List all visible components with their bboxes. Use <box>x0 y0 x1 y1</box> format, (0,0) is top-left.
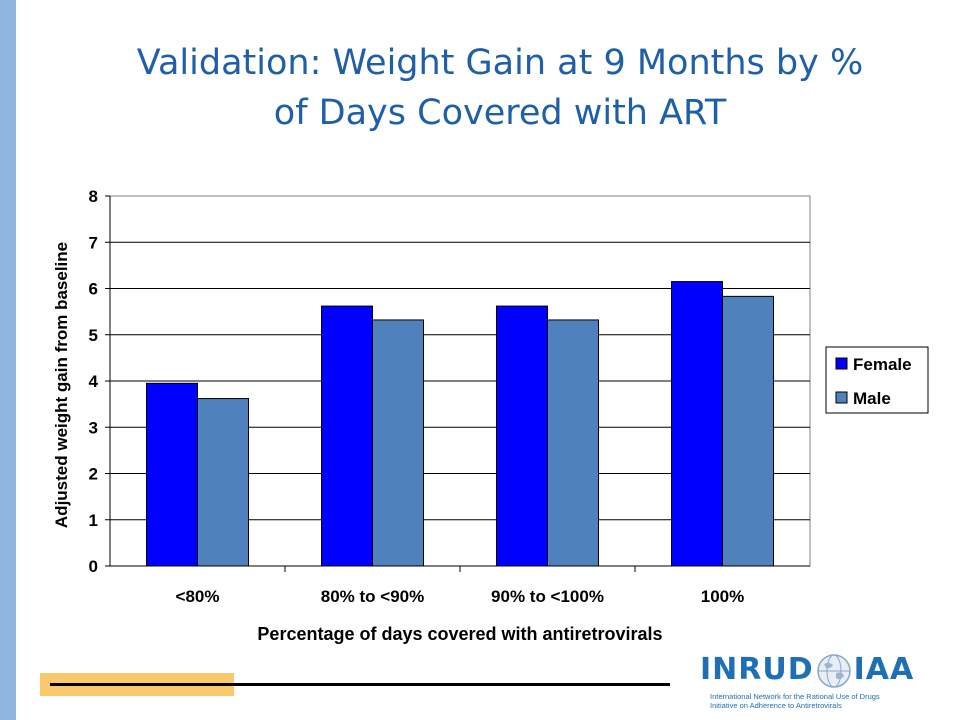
logo-subtitle-line-2: Initiative on Adherence to Antiretrovira… <box>710 701 842 710</box>
y-tick-label: 4 <box>89 372 99 391</box>
x-axis-label: Percentage of days covered with antiretr… <box>257 624 662 644</box>
bar-female-1 <box>146 382 198 567</box>
footer-divider-line <box>50 683 670 686</box>
bar-female-2 <box>321 305 373 567</box>
y-tick-labels: 0 1 2 3 4 5 6 7 8 <box>89 187 110 576</box>
y-tick-label: 1 <box>89 511 98 530</box>
legend-label-female: Female <box>853 355 912 374</box>
bar-male-1 <box>197 398 249 567</box>
logo-subtitle: International Network for the Rational U… <box>710 692 950 710</box>
y-tick-label: 5 <box>89 326 98 345</box>
y-tick-label: 2 <box>89 465 98 484</box>
legend-swatch-female <box>835 357 848 370</box>
logo-subtitle-line-1: International Network for the Rational U… <box>710 692 880 701</box>
y-tick-label: 8 <box>89 187 98 206</box>
slide-title-line-1: Validation: Weight Gain at 9 Months by % <box>136 43 864 83</box>
x-tick-labels: <80% 80% to <90% 90% to <100% 100% <box>176 566 744 606</box>
x-tick-label: 90% to <100% <box>491 587 604 606</box>
logo-text-iaa: IAA <box>853 652 915 687</box>
legend: Female Male <box>825 346 929 414</box>
inrud-iaa-logo: INRUD IAA International Network for the … <box>700 650 950 714</box>
slide-title: Validation: Weight Gain at 9 Months by %… <box>40 38 960 138</box>
legend-swatch-male <box>835 391 848 404</box>
bars <box>146 281 774 567</box>
globe-icon <box>816 653 851 688</box>
logo-wordmark: INRUD IAA <box>700 650 950 690</box>
bar-female-4 <box>671 281 723 567</box>
slide-title-line-2: of Days Covered with ART <box>273 93 727 133</box>
x-tick-label: 100% <box>701 587 744 606</box>
side-accent-bar <box>0 0 16 720</box>
legend-label-male: Male <box>853 389 891 408</box>
bar-male-4 <box>722 295 774 567</box>
x-tick-label: <80% <box>176 587 220 606</box>
y-tick-label: 6 <box>89 280 98 299</box>
logo-text-inrud: INRUD <box>700 652 814 687</box>
bar-male-2 <box>372 319 424 567</box>
y-tick-label: 7 <box>89 233 98 252</box>
bar-male-3 <box>547 319 599 567</box>
y-tick-label: 0 <box>89 557 98 576</box>
x-tick-label: 80% to <90% <box>321 587 424 606</box>
y-tick-label: 3 <box>89 418 98 437</box>
y-axis-label: Adjusted weight gain from baseline <box>52 242 71 528</box>
bar-female-3 <box>496 305 548 567</box>
